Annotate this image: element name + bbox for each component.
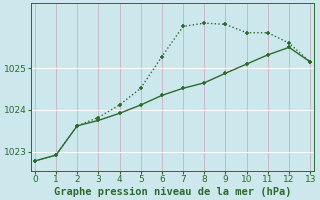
- X-axis label: Graphe pression niveau de la mer (hPa): Graphe pression niveau de la mer (hPa): [54, 186, 291, 197]
